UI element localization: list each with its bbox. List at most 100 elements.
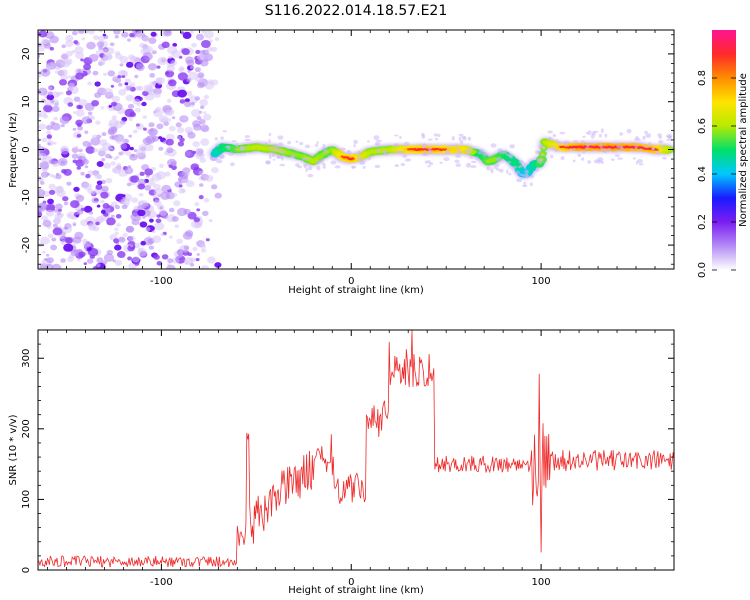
noise-blob: [149, 81, 157, 88]
ridge-haze: [644, 130, 648, 135]
noise-blob: [154, 109, 158, 113]
ridge-haze: [422, 145, 426, 149]
ridge-haze: [268, 139, 271, 143]
noise-blob: [70, 200, 80, 209]
ridge-haze: [353, 144, 357, 148]
ridge-haze: [542, 146, 546, 150]
noise-blob: [129, 146, 134, 151]
noise-blob: [95, 184, 103, 190]
ridge-haze: [279, 150, 286, 155]
ridge-haze: [316, 165, 321, 171]
noise-blob: [159, 206, 163, 210]
ridge-haze: [586, 143, 590, 148]
noise-blob: [103, 72, 107, 76]
ridge-haze: [456, 147, 460, 151]
noise-blob: [129, 32, 135, 38]
ridge-haze: [458, 133, 464, 137]
noise-blob: [204, 30, 214, 39]
noise-blob: [184, 257, 194, 265]
noise-blob: [96, 204, 101, 208]
noise-blob: [45, 204, 56, 213]
noise-blob: [180, 31, 185, 35]
snr-y-label: SNR (10 * v/v): [8, 414, 19, 485]
snr-x-tick-label: -100: [150, 577, 173, 588]
colorbar-tick-label: 0.6: [697, 118, 708, 134]
noise-blob: [75, 119, 83, 126]
ridge-haze: [467, 136, 472, 141]
noise-blob: [199, 99, 209, 107]
noise-blob: [96, 257, 104, 264]
ridge-haze: [557, 141, 562, 146]
ridge-haze: [334, 165, 341, 169]
noise-blob: [94, 200, 99, 204]
noise-blob: [134, 74, 139, 79]
ridge-haze: [508, 172, 512, 176]
ridge-haze: [216, 159, 223, 164]
ridge-haze: [537, 158, 543, 164]
ridge-haze: [272, 143, 279, 148]
noise-blob: [108, 155, 113, 159]
noise-blob: [49, 46, 54, 51]
noise-blob: [83, 183, 92, 191]
noise-blob: [121, 75, 126, 78]
noise-blob: [45, 209, 55, 217]
ridge-haze: [215, 144, 219, 147]
noise-blob: [181, 48, 190, 56]
noise-blob: [85, 173, 91, 179]
noise-blob: [172, 193, 178, 197]
ridge-haze: [498, 168, 504, 173]
noise-blob: [203, 198, 210, 203]
ridge-haze: [402, 154, 408, 158]
noise-blob: [137, 179, 143, 184]
noise-blob: [63, 201, 69, 206]
noise-blob: [194, 67, 201, 73]
ridge-mark: [352, 157, 355, 160]
noise-blob: [102, 53, 113, 61]
ridge-haze: [428, 146, 432, 152]
noise-blob: [93, 35, 99, 40]
noise-blob: [33, 213, 37, 217]
noise-blob: [48, 91, 53, 96]
noise-blob: [129, 244, 134, 248]
ridge-haze: [304, 156, 310, 160]
noise-blob: [203, 94, 209, 100]
noise-blob: [86, 41, 96, 50]
noise-blob: [134, 215, 142, 221]
noise-blob: [85, 246, 92, 252]
noise-blob: [110, 126, 118, 132]
ridge-haze: [470, 165, 477, 169]
ridge-haze: [582, 135, 586, 138]
noise-blob: [67, 102, 74, 107]
noise-blob: [200, 105, 205, 109]
noise-blob: [127, 54, 135, 60]
spectrogram-x-tick-label: 0: [348, 276, 354, 287]
ridge-haze: [598, 133, 602, 138]
noise-blob: [114, 231, 119, 236]
noise-blob: [177, 141, 185, 147]
noise-blob: [40, 236, 50, 245]
ridge-haze: [603, 150, 607, 154]
noise-blob: [95, 120, 101, 125]
noise-blob: [120, 143, 128, 150]
ridge-haze: [562, 141, 567, 144]
noise-blob: [75, 214, 80, 218]
noise-blob: [134, 261, 140, 266]
noise-blob: [51, 263, 62, 269]
ridge-haze: [427, 165, 431, 168]
spectrogram-frame: [37, 29, 675, 270]
snr-y-tick-label: 100: [21, 490, 32, 509]
noise-blob: [148, 37, 157, 44]
ridge-haze: [486, 166, 491, 171]
noise-blob: [194, 202, 200, 207]
noise-blob: [67, 75, 72, 79]
ridge-haze: [320, 158, 324, 163]
ridge-haze: [455, 154, 462, 158]
noise-blob: [38, 30, 48, 38]
noise-blob: [103, 162, 111, 169]
noise-blob: [116, 163, 122, 167]
ridge-haze: [479, 149, 484, 152]
ridge-haze: [220, 136, 224, 140]
ridge-haze: [530, 175, 534, 179]
noise-blob: [98, 46, 104, 50]
noise-blob: [158, 146, 164, 151]
